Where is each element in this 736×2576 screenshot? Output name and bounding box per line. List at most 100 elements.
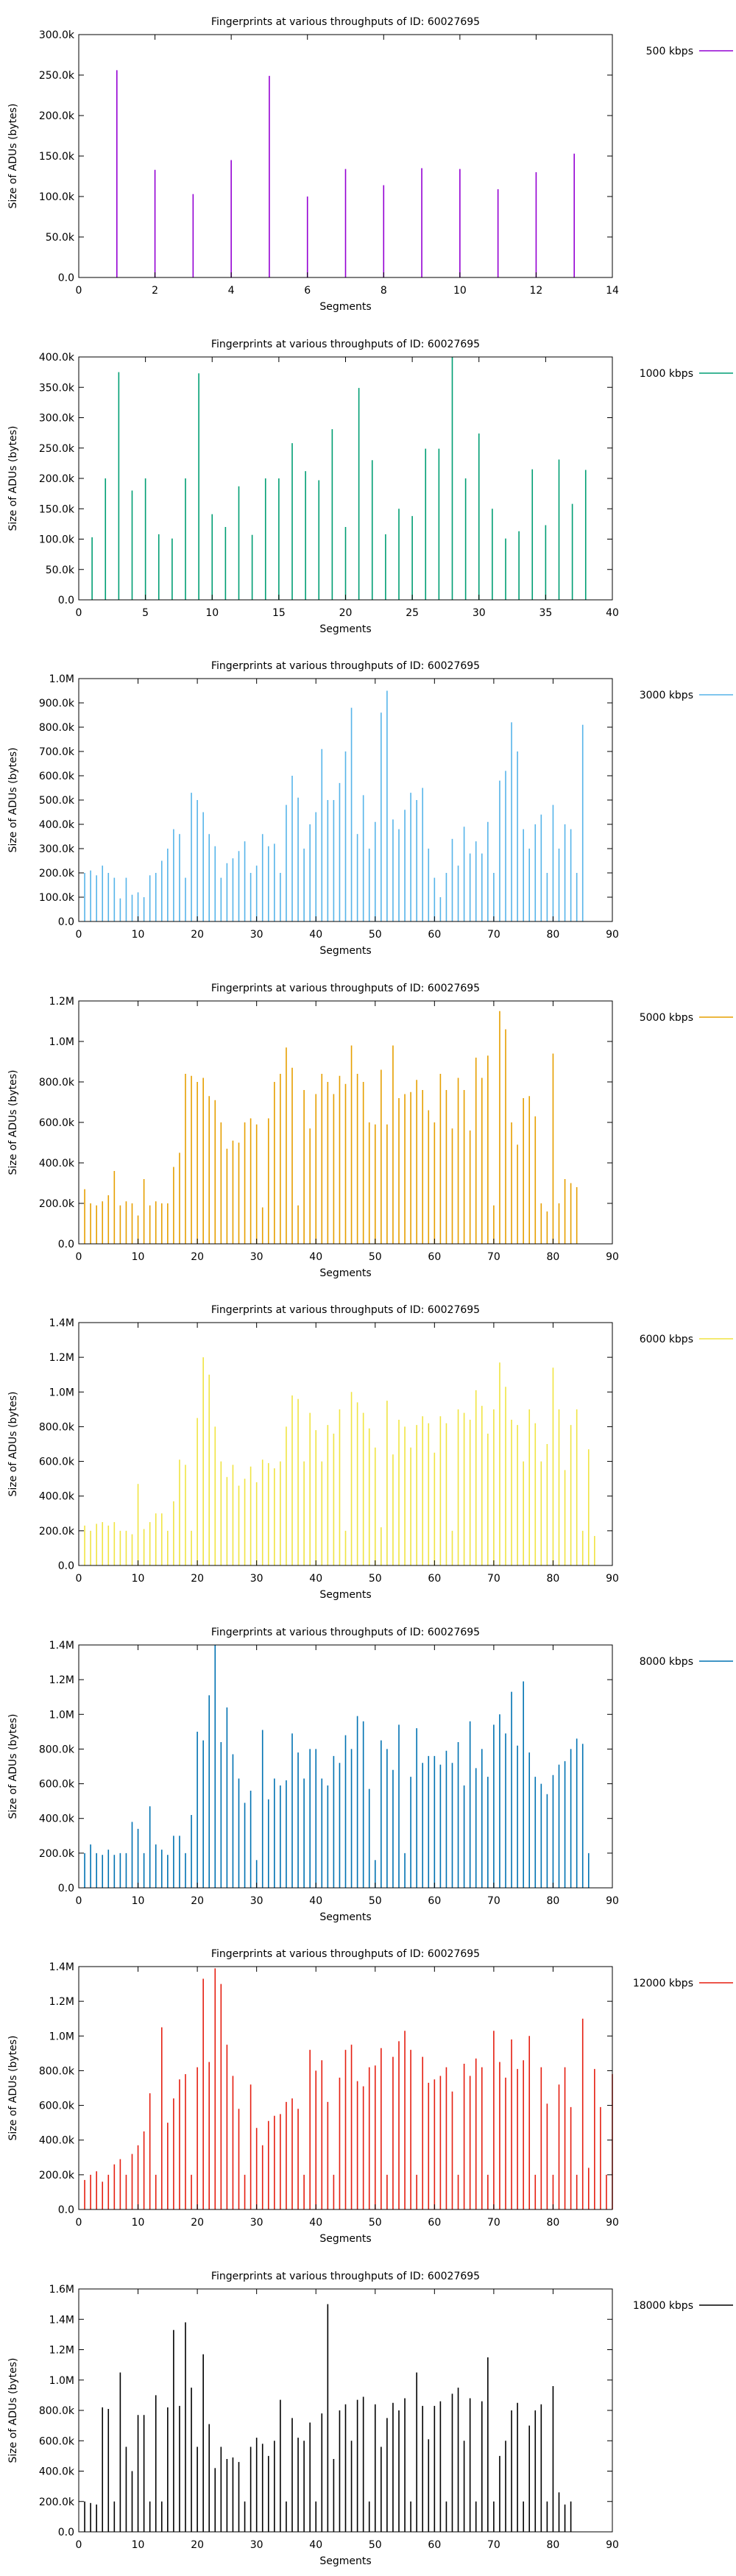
x-axis-label: Segments xyxy=(319,2555,371,2567)
x-tick-label: 30 xyxy=(250,2217,263,2229)
x-axis-label: Segments xyxy=(319,2233,371,2245)
y-axis-label: Size of ADUs (bytes) xyxy=(7,2358,19,2463)
x-tick-label: 30 xyxy=(250,929,263,941)
y-tick-label: 1.2M xyxy=(49,1352,74,1364)
x-tick-label: 60 xyxy=(428,929,441,941)
x-axis-label: Segments xyxy=(319,1267,371,1279)
y-tick-label: 1.2M xyxy=(49,1996,74,2008)
x-tick-label: 90 xyxy=(606,2539,619,2551)
x-tick-label: 10 xyxy=(132,1895,145,1907)
plot-frame xyxy=(78,1322,613,1566)
x-tick-label: 70 xyxy=(487,1573,500,1585)
legend-label: 5000 kbps xyxy=(640,1012,693,1024)
x-tick-label: 20 xyxy=(339,607,353,619)
y-tick-label: 100.0k xyxy=(39,892,75,904)
x-tick-label: 80 xyxy=(547,929,560,941)
x-tick-label: 70 xyxy=(487,2539,500,2551)
y-axis-label: Size of ADUs (bytes) xyxy=(7,1714,19,1819)
chart-panel-2: Fingerprints at various throughputs of I… xyxy=(7,339,733,635)
y-tick-label: 800.0k xyxy=(39,722,75,734)
x-tick-label: 40 xyxy=(309,1573,322,1585)
x-tick-label: 20 xyxy=(191,1251,204,1263)
x-tick-label: 0 xyxy=(76,1251,82,1263)
y-tick-label: 1.0M xyxy=(49,1387,74,1398)
y-axis-label: Size of ADUs (bytes) xyxy=(7,2036,19,2141)
x-tick-label: 10 xyxy=(132,1573,145,1585)
x-tick-label: 40 xyxy=(309,929,322,941)
chart-title: Fingerprints at various throughputs of I… xyxy=(211,339,480,350)
x-tick-label: 12 xyxy=(530,285,543,297)
x-tick-label: 90 xyxy=(606,1895,619,1907)
x-tick-label: 0 xyxy=(76,607,82,619)
y-tick-label: 0.0 xyxy=(58,2204,74,2216)
y-tick-label: 0.0 xyxy=(58,595,74,606)
y-tick-label: 1.4M xyxy=(49,1317,74,1329)
x-tick-label: 60 xyxy=(428,1573,441,1585)
y-tick-label: 700.0k xyxy=(39,746,75,758)
y-tick-label: 800.0k xyxy=(39,1421,75,1433)
x-tick-label: 30 xyxy=(473,607,486,619)
y-tick-label: 600.0k xyxy=(39,1457,75,1468)
x-tick-label: 60 xyxy=(428,1895,441,1907)
y-tick-label: 600.0k xyxy=(39,2435,75,2447)
x-tick-label: 40 xyxy=(309,2539,322,2551)
y-tick-label: 900.0k xyxy=(39,698,75,710)
chart-title: Fingerprints at various throughputs of I… xyxy=(211,1948,480,1960)
x-axis-label: Segments xyxy=(319,1911,371,1923)
plot-frame xyxy=(78,1966,613,2210)
chart-title: Fingerprints at various throughputs of I… xyxy=(211,16,480,28)
y-tick-label: 200.0k xyxy=(39,1198,75,1210)
y-tick-label: 600.0k xyxy=(39,2101,75,2112)
legend-label: 6000 kbps xyxy=(640,1334,693,1345)
y-tick-label: 800.0k xyxy=(39,2065,75,2077)
x-tick-label: 80 xyxy=(547,2539,560,2551)
y-tick-label: 1.4M xyxy=(49,1640,74,1652)
chart-title: Fingerprints at various throughputs of I… xyxy=(211,1304,480,1316)
x-tick-label: 35 xyxy=(539,607,552,619)
x-tick-label: 90 xyxy=(606,929,619,941)
x-tick-label: 30 xyxy=(250,2539,263,2551)
x-tick-label: 50 xyxy=(369,1895,382,1907)
y-tick-label: 1.0M xyxy=(49,1036,74,1048)
y-axis-label: Size of ADUs (bytes) xyxy=(7,104,19,209)
x-tick-label: 50 xyxy=(369,1573,382,1585)
x-tick-label: 40 xyxy=(309,1895,322,1907)
y-tick-label: 1.6M xyxy=(49,2284,74,2296)
y-tick-label: 400.0k xyxy=(39,1158,75,1170)
y-tick-label: 1.2M xyxy=(49,2345,74,2357)
x-tick-label: 5 xyxy=(142,607,149,619)
x-tick-label: 6 xyxy=(304,285,311,297)
y-tick-label: 1.2M xyxy=(49,996,74,1008)
y-tick-label: 600.0k xyxy=(39,1779,75,1791)
y-tick-label: 100.0k xyxy=(39,191,75,203)
x-tick-label: 80 xyxy=(547,1573,560,1585)
x-axis-label: Segments xyxy=(319,623,371,635)
x-axis-label: Segments xyxy=(319,301,371,313)
y-tick-label: 250.0k xyxy=(39,70,75,82)
x-tick-label: 0 xyxy=(76,2539,82,2551)
x-tick-label: 80 xyxy=(547,1251,560,1263)
y-tick-label: 300.0k xyxy=(39,29,75,41)
x-tick-label: 2 xyxy=(152,285,158,297)
x-tick-label: 20 xyxy=(191,929,204,941)
x-tick-label: 0 xyxy=(76,929,82,941)
chart-panel-3: Fingerprints at various throughputs of I… xyxy=(7,660,733,957)
x-tick-label: 90 xyxy=(606,1251,619,1263)
x-tick-label: 40 xyxy=(606,607,619,619)
chart-panel-8: Fingerprints at various throughputs of I… xyxy=(7,2271,733,2567)
y-tick-label: 0.0 xyxy=(58,272,74,284)
x-tick-label: 10 xyxy=(453,285,467,297)
y-tick-label: 300.0k xyxy=(39,413,75,425)
x-tick-label: 70 xyxy=(487,1251,500,1263)
x-tick-label: 20 xyxy=(191,2217,204,2229)
y-tick-label: 200.0k xyxy=(39,868,75,880)
chart-title: Fingerprints at various throughputs of I… xyxy=(211,660,480,672)
y-tick-label: 0.0 xyxy=(58,1239,74,1250)
x-tick-label: 90 xyxy=(606,1573,619,1585)
x-tick-label: 10 xyxy=(132,2539,145,2551)
x-tick-label: 20 xyxy=(191,1573,204,1585)
y-tick-label: 150.0k xyxy=(39,503,75,515)
x-tick-label: 25 xyxy=(406,607,419,619)
y-tick-label: 200.0k xyxy=(39,473,75,485)
